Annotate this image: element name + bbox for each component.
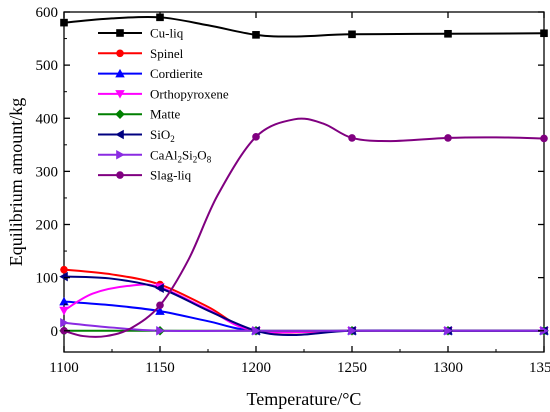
legend-label-cu-liq: Cu-liq [150,26,184,41]
legend-label-part: 8 [207,154,212,164]
data-point-caal2si2o8-1 [156,326,165,336]
x-axis-title: Temperature/°C [247,389,362,409]
legend-marker-caal2si2o8 [116,150,125,160]
legend-label-sio2: SiO2 [150,127,175,144]
legend-label-part: 2 [177,154,182,164]
legend-label-spinel: Spinel [150,46,184,61]
legend-marker-sio2 [115,129,124,140]
legend-label-cordierite: Cordierite [150,66,203,81]
y-axis-ticks: 0 100 200 300 400 500 600 [36,5,544,340]
y-tick-label: 0 [51,324,59,340]
data-point-slag-liq-5 [540,134,548,143]
y-tick-label: 500 [36,58,59,74]
data-point-sio2-1 [155,283,164,293]
legend: Cu-liq Spinel Cordierite Orthopyroxene Matte… [98,26,229,183]
x-tick-label: 1300 [433,360,463,376]
data-point-slag-liq-3 [348,134,356,142]
marker-layer [59,13,549,336]
x-tick-label: 1100 [49,360,78,376]
data-point-spinel-0 [60,265,68,274]
y-tick-label: 200 [36,218,59,234]
legend-marker-orthopyroxene [115,90,125,99]
legend-label-part: CaAl [150,147,178,162]
data-point-cu-liq-0 [60,18,68,27]
y-tick-label: 100 [36,271,59,287]
data-point-sio2-0 [59,271,68,282]
legend-marker-slag-liq [116,171,124,179]
x-tick-label: 1200 [241,360,271,376]
y-tick-label: 300 [36,164,59,180]
legend-marker-cu-liq [116,29,124,37]
data-point-cu-liq-2 [252,31,260,39]
data-point-caal2si2o8-0 [60,318,69,328]
legend-label-slag-liq: Slag-liq [150,168,192,183]
data-point-orthopyroxene-0 [59,306,69,316]
y-tick-label: 600 [36,5,59,21]
legend-label-part: Si [182,147,193,162]
legend-label-part: 2 [193,154,198,164]
series-layer [63,15,545,338]
data-point-caal2si2o8-5 [540,326,549,336]
series-line-cu-liq [63,15,545,38]
legend-label-orthopyroxene: Orthopyroxene [150,86,229,101]
plot-area [59,11,549,353]
x-tick-label: 1250 [337,360,367,376]
data-point-slag-liq-1 [156,301,164,310]
legend-label-part: O [197,147,206,162]
data-point-caal2si2o8-3 [348,326,357,336]
legend-label-caal2si2o8: CaAl2Si2O8 [150,147,212,164]
legend-label-part: 2 [170,134,175,144]
data-point-caal2si2o8-2 [252,326,261,336]
legend-marker-spinel [116,49,124,58]
legend-label-part: SiO [150,127,170,142]
data-point-slag-liq-4 [444,134,452,142]
data-point-cordierite-0 [59,296,69,306]
x-tick-label: 1150 [145,360,174,376]
data-point-cu-liq-4 [444,29,452,38]
legend-marker-matte [115,109,125,119]
legend-label-matte: Matte [150,107,181,122]
data-point-caal2si2o8-4 [444,326,453,336]
data-point-cordierite-1 [155,306,165,315]
legend-marker-cordierite [115,68,125,78]
data-point-cu-liq-5 [540,29,548,38]
data-point-slag-liq-2 [252,133,260,141]
plot-frame [63,11,545,353]
data-point-cu-liq-3 [348,30,356,39]
y-tick-label: 400 [36,111,59,127]
y-axis-title: Equilibrium amount/kg [6,98,26,267]
